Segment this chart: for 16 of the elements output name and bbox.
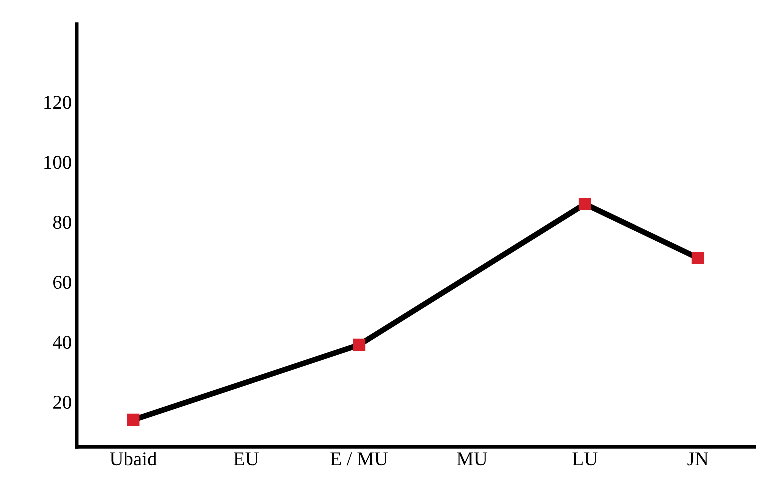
- y-tick-label: 60: [54, 276, 72, 290]
- point: [692, 252, 704, 264]
- x-tick-label: Ubaid: [110, 452, 157, 466]
- x-tick-label: JN: [688, 452, 708, 466]
- x-tick-label: EU: [234, 452, 259, 466]
- y-tick-label: 100: [44, 156, 72, 170]
- x-tick-label: MU: [457, 452, 488, 466]
- x-tick-label: LU: [572, 452, 598, 466]
- point: [127, 414, 140, 426]
- point: [353, 338, 366, 352]
- x-tick-label: E / MU: [330, 452, 388, 466]
- y-tick-label: 80: [53, 216, 72, 230]
- y-tick-label: 40: [53, 336, 72, 350]
- point: [578, 198, 592, 210]
- y-tick-label: 20: [54, 396, 72, 410]
- y-tick-label: 120: [44, 96, 72, 110]
